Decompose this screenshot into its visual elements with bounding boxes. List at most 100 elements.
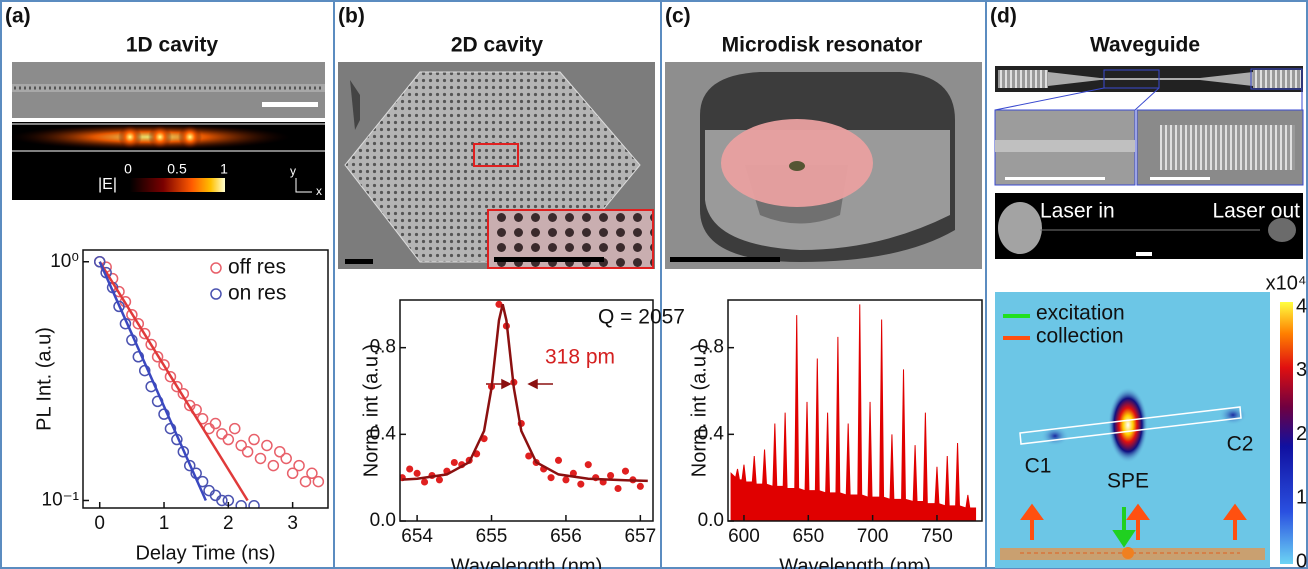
grating-zoom xyxy=(1160,125,1295,170)
y-tick-label: 10⁰ xyxy=(50,251,79,272)
legend-text: collection xyxy=(1036,325,1124,348)
disk-center xyxy=(789,161,805,171)
plot-area xyxy=(399,302,647,492)
plot-area xyxy=(731,304,975,521)
laser-label: Laser out xyxy=(1212,200,1300,223)
x-tick-label: 656 xyxy=(550,526,582,547)
laser-spot xyxy=(998,202,1042,254)
legend-text: on res xyxy=(228,282,286,305)
y-tick-label: 0.0 xyxy=(370,510,396,531)
field-glow xyxy=(148,125,172,149)
data-point xyxy=(414,471,420,477)
data-point xyxy=(526,453,532,459)
arrow-head xyxy=(502,380,510,388)
x-tick-label: 3 xyxy=(287,513,298,534)
data-point xyxy=(407,466,413,472)
y-tick-label: 0.0 xyxy=(698,510,724,531)
fit-line xyxy=(100,262,248,501)
data-point xyxy=(268,461,278,471)
panel-label: (a) xyxy=(5,5,31,28)
axes-frame xyxy=(83,250,328,508)
x-axis-label: Wavelength (nm) xyxy=(779,555,931,569)
colorbar-tick: 4 xyxy=(1296,295,1307,317)
x-tick-label: 655 xyxy=(476,526,508,547)
y-axis-label: Norm. int (a.u.) xyxy=(360,344,382,477)
data-point xyxy=(496,302,502,308)
x-tick-label: 600 xyxy=(728,526,760,547)
scale-bar xyxy=(494,257,604,262)
fit-line xyxy=(402,304,648,481)
colorbar xyxy=(130,178,225,192)
data-point xyxy=(210,419,220,429)
spot-label: C1 xyxy=(1025,455,1052,478)
panel-label: (b) xyxy=(338,5,365,28)
legend-text: off res xyxy=(228,256,286,279)
data-point xyxy=(615,486,621,492)
nanobeam xyxy=(12,84,325,92)
chart: 012310⁰10⁻¹Delay Time (ns)PL Int. (a.u)o… xyxy=(33,250,328,564)
emitter xyxy=(1122,547,1134,559)
y-axis-label: Norm. int (a.u.) xyxy=(688,344,710,477)
scale-bar xyxy=(1150,177,1210,180)
colorbar-tick: 2 xyxy=(1296,423,1307,445)
scale-bar xyxy=(1136,252,1152,256)
grating xyxy=(1253,70,1301,88)
legend-marker xyxy=(211,289,221,299)
data-point xyxy=(236,501,246,511)
data-point xyxy=(585,462,591,468)
scale-bar xyxy=(262,102,318,107)
x-tick-label: 700 xyxy=(857,526,889,547)
data-point xyxy=(249,501,259,511)
data-point xyxy=(548,475,554,481)
data-point xyxy=(623,468,629,474)
chart: 6006507007500.00.40.8Wavelength (nm)Norm… xyxy=(688,300,982,569)
waveguide-zoom xyxy=(995,140,1135,152)
figure: (a) 1D cavity (b) 2D cavity (c) Microdis… xyxy=(0,0,1308,569)
y-axis-label: PL Int. (a.u) xyxy=(33,327,55,431)
data-point xyxy=(294,461,304,471)
data-point xyxy=(563,477,569,483)
colorbar-tick: 0 xyxy=(124,161,132,177)
data-point xyxy=(452,460,458,466)
data-point xyxy=(608,473,614,479)
x-tick-label: 650 xyxy=(792,526,824,547)
spot-label: C2 xyxy=(1227,433,1254,456)
x-axis-label: Wavelength (nm) xyxy=(451,555,603,569)
colorbar xyxy=(1280,302,1293,564)
data-point xyxy=(638,484,644,490)
axis-name: y xyxy=(290,164,296,178)
y-tick-label: 10⁻¹ xyxy=(42,489,80,510)
colorbar-label: |E| xyxy=(98,176,117,193)
colorbar-tick: 1 xyxy=(220,161,228,177)
data-point xyxy=(249,435,259,445)
panel-title: 2D cavity xyxy=(451,34,544,57)
data-point xyxy=(236,440,246,450)
data-point xyxy=(281,453,291,463)
x-tick-label: 1 xyxy=(159,513,170,534)
x-axis-label: Delay Time (ns) xyxy=(135,542,275,564)
colorbar-tick: 0 xyxy=(1296,550,1307,569)
scale-bar xyxy=(345,259,373,264)
scale-bar xyxy=(670,257,780,262)
hotspot xyxy=(1108,387,1148,463)
field-glow xyxy=(118,125,142,149)
data-point xyxy=(437,477,443,483)
annotation: Q = 2057 xyxy=(598,306,685,329)
x-tick-label: 2 xyxy=(223,513,234,534)
plot-area xyxy=(95,257,324,511)
fit-line xyxy=(100,262,206,501)
data-point xyxy=(313,477,323,487)
data-point xyxy=(217,429,227,439)
colorbar-scale: x10⁴ xyxy=(1266,272,1307,294)
panel-title: 1D cavity xyxy=(126,34,219,57)
data-point xyxy=(243,447,253,457)
field-glow xyxy=(178,125,202,149)
x-tick-label: 654 xyxy=(401,526,433,547)
panel-title: Microdisk resonator xyxy=(722,34,923,57)
laser-label: Laser in xyxy=(1040,200,1115,223)
data-point xyxy=(223,435,233,445)
panel-label: (d) xyxy=(990,5,1017,28)
scale-bar xyxy=(1005,177,1105,180)
data-point xyxy=(422,479,428,485)
annotation: 318 pm xyxy=(545,346,615,369)
